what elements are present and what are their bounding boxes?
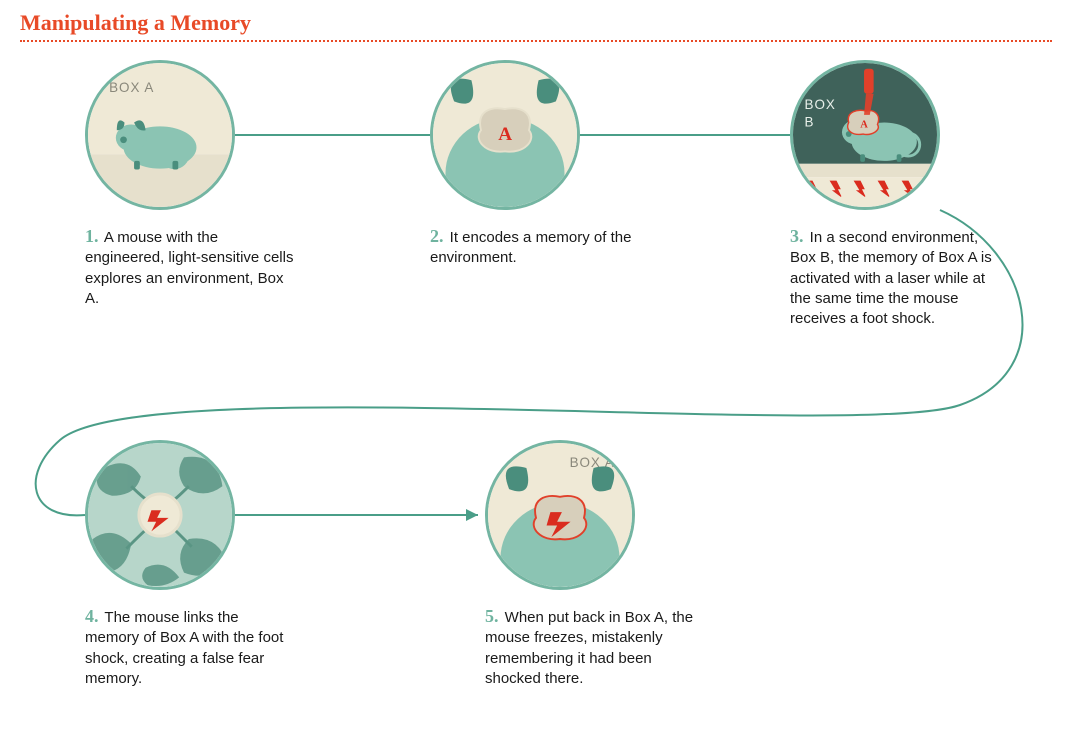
step-4-caption: 4. The mouse links the memory of Box A w… [85, 604, 295, 689]
box-b-label-2: B [805, 114, 815, 129]
step-4-number: 4. [85, 606, 99, 626]
step-4-text: The mouse links the memory of Box A with… [85, 609, 283, 687]
step-5-caption: 5. When put back in Box A, the mouse fre… [485, 604, 695, 689]
step-1-text: A mouse with the engineered, light-sensi… [85, 229, 293, 307]
step-3-number: 3. [790, 226, 804, 246]
step-5-number: 5. [485, 606, 499, 626]
step-2-text: It encodes a memory of the environment. [430, 229, 631, 266]
step-2-illustration: A [430, 60, 580, 210]
step-1-caption: 1. A mouse with the engineered, light-se… [85, 224, 295, 309]
step-3: BOX B A 3. I [790, 60, 1020, 329]
step-1: BOX A 1. A mouse with the engineered, li… [85, 60, 315, 309]
step-3-text: In a second environment, Box B, the memo… [790, 229, 992, 327]
memory-a-label-small: A [860, 119, 868, 130]
step-1-number: 1. [85, 226, 99, 246]
step-5-illustration: BOX A [485, 440, 635, 590]
step-4-illustration [85, 440, 235, 590]
step-3-caption: 3. In a second environment, Box B, the m… [790, 224, 1000, 329]
box-a-label: BOX A [109, 80, 154, 95]
step-1-illustration: BOX A [85, 60, 235, 210]
memory-a-label: A [498, 124, 512, 145]
step-3-illustration: BOX B A [790, 60, 940, 210]
step-2-number: 2. [430, 226, 444, 246]
step-5: BOX A 5. When put back in Box A, the mou… [485, 440, 715, 689]
step-2: A 2. It encodes a memory of the environm… [430, 60, 660, 269]
title-rule [20, 40, 1052, 42]
infographic-title: Manipulating a Memory [0, 0, 1072, 40]
box-b-label-1: BOX [805, 97, 836, 112]
step-2-caption: 2. It encodes a memory of the environmen… [430, 224, 640, 269]
step-5-text: When put back in Box A, the mouse freeze… [485, 609, 693, 687]
step-4: 4. The mouse links the memory of Box A w… [85, 440, 315, 689]
